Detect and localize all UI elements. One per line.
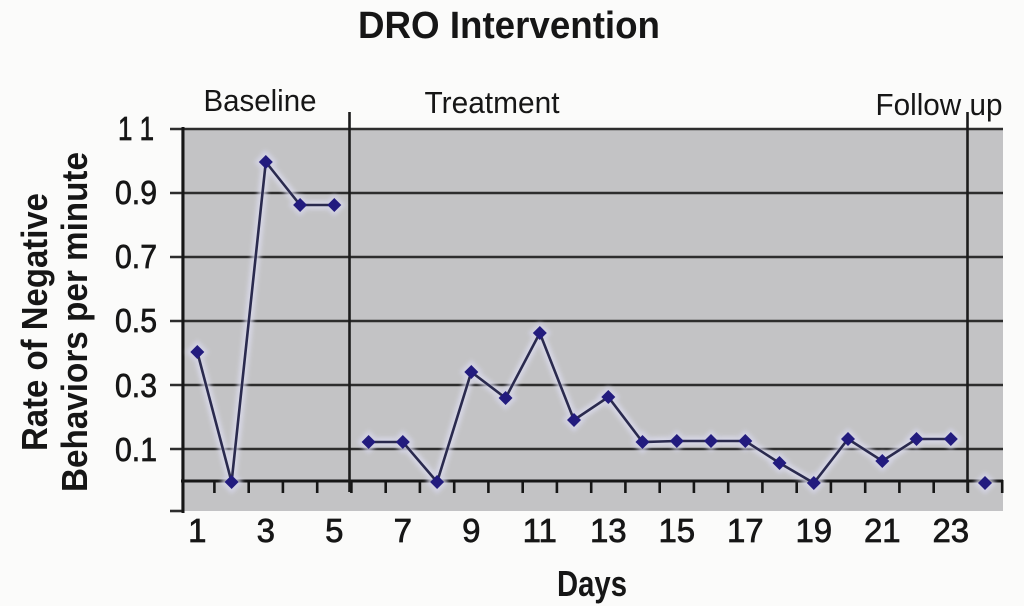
svg-text:3: 3 [257,512,275,549]
svg-text:Behaviors per minute: Behaviors per minute [54,152,95,492]
svg-text:0.7: 0.7 [115,238,157,275]
svg-text:0.1: 0.1 [115,431,157,468]
svg-text:21: 21 [864,512,901,549]
svg-text:Days: Days [557,563,627,604]
svg-text:0.9: 0.9 [115,174,157,211]
svg-text:13: 13 [590,512,627,549]
svg-text:Baseline: Baseline [204,83,317,118]
svg-text:17: 17 [727,512,764,549]
svg-text:19: 19 [795,512,832,549]
svg-text:0.3: 0.3 [115,367,157,404]
svg-text:Rate of Negative: Rate of Negative [14,193,55,451]
svg-text:1: 1 [188,512,206,549]
svg-text:9: 9 [462,512,480,549]
svg-text:Treatment: Treatment [425,85,560,120]
svg-text:DRO Intervention: DRO Intervention [358,5,660,47]
svg-text:7: 7 [394,512,412,549]
svg-text:11: 11 [523,512,557,549]
svg-text:1 1: 1 1 [118,110,154,147]
svg-text:15: 15 [658,512,695,549]
svg-text:5: 5 [325,512,343,549]
svg-text:Follow up: Follow up [876,87,1003,122]
svg-text:0.5: 0.5 [115,302,157,339]
svg-text:23: 23 [932,512,969,549]
